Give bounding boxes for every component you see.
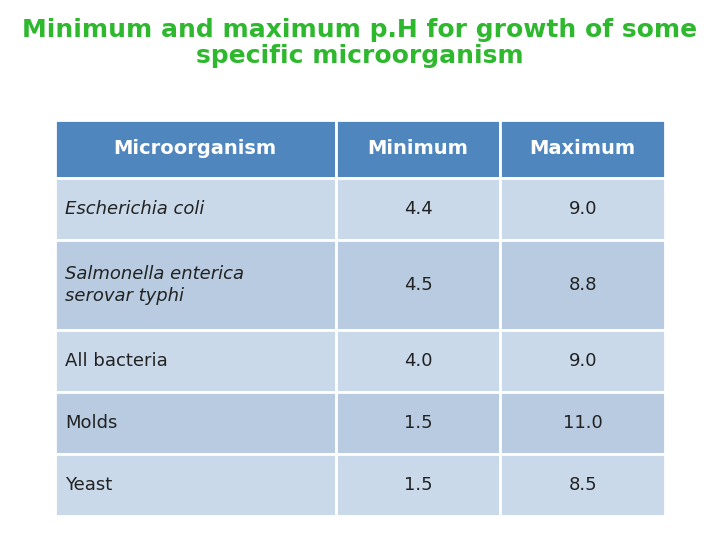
Bar xyxy=(500,330,665,392)
Text: Escherichia coli: Escherichia coli xyxy=(65,200,204,218)
Bar xyxy=(336,392,500,454)
Text: 11.0: 11.0 xyxy=(563,414,603,432)
Text: specific microorganism: specific microorganism xyxy=(196,44,524,68)
Bar xyxy=(500,240,665,330)
Text: Maximum: Maximum xyxy=(530,139,636,159)
Bar xyxy=(55,330,336,392)
Text: Yeast: Yeast xyxy=(65,476,112,494)
Bar xyxy=(500,392,665,454)
Text: Salmonella enterica
serovar typhi: Salmonella enterica serovar typhi xyxy=(65,265,244,306)
Bar xyxy=(55,178,336,240)
Text: Molds: Molds xyxy=(65,414,117,432)
Bar xyxy=(55,120,336,178)
Text: 8.5: 8.5 xyxy=(568,476,597,494)
Text: 1.5: 1.5 xyxy=(404,476,432,494)
Bar xyxy=(500,454,665,516)
Text: Minimum and maximum p.H for growth of some: Minimum and maximum p.H for growth of so… xyxy=(22,18,698,42)
Bar xyxy=(336,454,500,516)
Text: 4.4: 4.4 xyxy=(404,200,432,218)
Text: 9.0: 9.0 xyxy=(568,200,597,218)
Text: 9.0: 9.0 xyxy=(568,352,597,370)
Bar xyxy=(336,240,500,330)
Text: 4.5: 4.5 xyxy=(404,276,432,294)
Bar xyxy=(500,178,665,240)
Text: 4.0: 4.0 xyxy=(404,352,432,370)
Text: 8.8: 8.8 xyxy=(568,276,597,294)
Bar xyxy=(55,392,336,454)
Bar xyxy=(500,120,665,178)
Text: Microorganism: Microorganism xyxy=(114,139,277,159)
Text: Minimum: Minimum xyxy=(367,139,469,159)
Bar xyxy=(55,454,336,516)
Bar xyxy=(336,178,500,240)
Text: 1.5: 1.5 xyxy=(404,414,432,432)
Bar xyxy=(336,120,500,178)
Bar xyxy=(336,330,500,392)
Bar xyxy=(55,240,336,330)
Text: All bacteria: All bacteria xyxy=(65,352,168,370)
